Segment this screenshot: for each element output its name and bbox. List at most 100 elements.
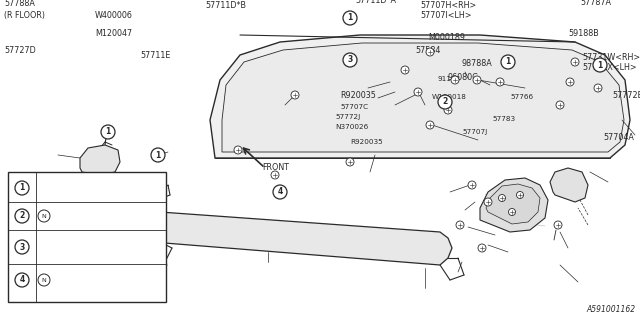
- Text: 57787A: 57787A: [580, 0, 611, 7]
- Ellipse shape: [69, 220, 87, 230]
- Text: 96080C: 96080C: [448, 73, 479, 82]
- Text: W100018: W100018: [432, 94, 467, 100]
- Text: 57772J: 57772J: [335, 114, 360, 120]
- Text: 023808000(4): 023808000(4): [52, 277, 108, 286]
- Circle shape: [38, 210, 50, 222]
- Text: 91183: 91183: [438, 76, 461, 82]
- Circle shape: [15, 240, 29, 254]
- Circle shape: [401, 66, 409, 74]
- Polygon shape: [550, 168, 588, 202]
- Polygon shape: [486, 184, 540, 224]
- Circle shape: [151, 148, 165, 162]
- Text: 2: 2: [442, 98, 447, 107]
- Polygon shape: [210, 35, 630, 158]
- Circle shape: [84, 188, 92, 196]
- Polygon shape: [480, 178, 548, 232]
- Circle shape: [15, 273, 29, 287]
- Text: 1: 1: [156, 150, 161, 159]
- Text: M120047: M120047: [95, 29, 132, 38]
- Text: 57788A: 57788A: [4, 0, 35, 8]
- Text: N: N: [42, 277, 46, 283]
- Text: N: N: [42, 213, 46, 219]
- Text: 98788A: 98788A: [462, 59, 493, 68]
- Text: 1: 1: [348, 13, 353, 22]
- Circle shape: [15, 209, 29, 223]
- Text: R920035: R920035: [340, 91, 376, 100]
- Text: 57584: 57584: [415, 46, 440, 55]
- Text: 57731X<LH>: 57731X<LH>: [582, 63, 637, 72]
- Text: W140007: W140007: [40, 185, 78, 194]
- Text: R920035: R920035: [350, 139, 383, 145]
- Circle shape: [414, 88, 422, 96]
- Circle shape: [501, 55, 515, 69]
- Circle shape: [594, 84, 602, 92]
- Circle shape: [15, 181, 29, 195]
- Text: 57765D<LH>: 57765D<LH>: [40, 245, 95, 254]
- Text: 57727D: 57727D: [4, 46, 36, 55]
- Text: 57704A: 57704A: [603, 133, 634, 142]
- Text: M000189: M000189: [428, 33, 465, 42]
- Circle shape: [343, 11, 357, 25]
- Circle shape: [473, 76, 481, 84]
- Circle shape: [346, 158, 354, 166]
- Text: 4: 4: [277, 188, 283, 196]
- Polygon shape: [88, 180, 120, 212]
- Circle shape: [451, 76, 459, 84]
- Text: 57707H<RH>: 57707H<RH>: [420, 1, 476, 10]
- Text: W400006: W400006: [95, 11, 133, 20]
- Circle shape: [484, 198, 492, 206]
- Circle shape: [516, 191, 524, 198]
- Circle shape: [499, 195, 506, 202]
- Circle shape: [468, 181, 476, 189]
- Polygon shape: [80, 145, 120, 175]
- Text: 023806000(2): 023806000(2): [52, 213, 108, 222]
- Circle shape: [426, 48, 434, 56]
- Text: A591001162: A591001162: [587, 305, 636, 314]
- Text: 3: 3: [19, 243, 24, 252]
- Circle shape: [38, 274, 50, 286]
- Text: (R FLOOR): (R FLOOR): [4, 11, 45, 20]
- Circle shape: [291, 91, 299, 99]
- Bar: [8, 172, 166, 302]
- Text: 57766: 57766: [510, 94, 533, 100]
- Circle shape: [273, 185, 287, 199]
- Circle shape: [234, 146, 242, 154]
- Circle shape: [566, 78, 574, 86]
- Text: 57772E: 57772E: [612, 91, 640, 100]
- Circle shape: [456, 221, 464, 229]
- Text: 1: 1: [597, 60, 603, 69]
- Polygon shape: [148, 212, 452, 265]
- Text: 57765C<RH>: 57765C<RH>: [40, 231, 96, 240]
- Text: 4: 4: [19, 276, 24, 284]
- Text: 1: 1: [506, 58, 511, 67]
- Text: 3: 3: [348, 55, 353, 65]
- Text: 1: 1: [106, 127, 111, 137]
- Circle shape: [556, 101, 564, 109]
- Text: 57711D*A: 57711D*A: [355, 0, 396, 5]
- Circle shape: [426, 121, 434, 129]
- Circle shape: [554, 221, 562, 229]
- Text: 57707I<LH>: 57707I<LH>: [420, 11, 472, 20]
- Circle shape: [496, 78, 504, 86]
- Circle shape: [593, 58, 607, 72]
- Ellipse shape: [73, 208, 87, 216]
- Circle shape: [101, 125, 115, 139]
- Text: 2: 2: [19, 212, 24, 220]
- Circle shape: [271, 171, 279, 179]
- Circle shape: [478, 244, 486, 252]
- Text: 57711E: 57711E: [140, 51, 170, 60]
- Text: 57707C: 57707C: [340, 104, 368, 110]
- Text: 59188B: 59188B: [568, 29, 599, 38]
- Text: 57707J: 57707J: [462, 129, 487, 135]
- Circle shape: [343, 53, 357, 67]
- Circle shape: [438, 95, 452, 109]
- Text: FRONT: FRONT: [262, 163, 289, 172]
- Text: 57731W<RH>: 57731W<RH>: [582, 53, 640, 62]
- Circle shape: [571, 58, 579, 66]
- Circle shape: [444, 106, 452, 114]
- Text: 1: 1: [19, 183, 24, 193]
- Circle shape: [509, 209, 515, 215]
- Polygon shape: [222, 43, 624, 152]
- Text: 57711D*B: 57711D*B: [205, 1, 246, 10]
- Text: N370026: N370026: [335, 124, 368, 130]
